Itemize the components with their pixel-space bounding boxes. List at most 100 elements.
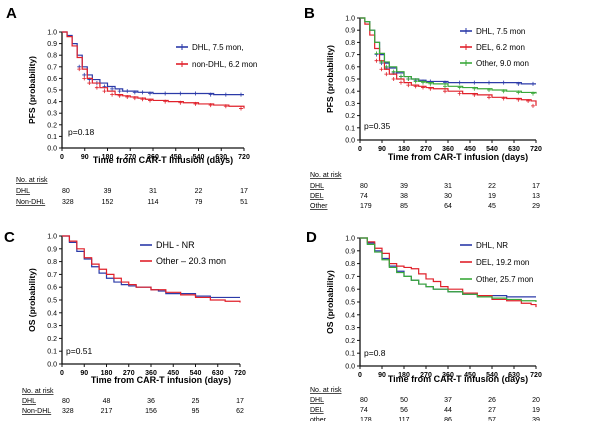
y-tick-label: 0.4	[47, 310, 57, 317]
y-tick-label: 0.9	[345, 248, 355, 255]
y-tick-label: 0.4	[47, 99, 57, 106]
risk-row-value: 179	[360, 203, 372, 210]
censor-mark-red	[82, 76, 87, 81]
censor-mark-blue	[193, 91, 198, 96]
censor-mark-blue	[82, 72, 87, 77]
risk-row-value: 85	[400, 203, 408, 210]
censor-mark-green	[443, 84, 447, 89]
censor-mark-red	[193, 101, 198, 106]
risk-row-value: 178	[360, 417, 372, 421]
risk-row-value: 56	[400, 407, 408, 414]
x-tick-label: 180	[398, 372, 410, 379]
y-tick-label: 1.0	[47, 234, 57, 241]
risk-row-value: 80	[62, 188, 70, 195]
risk-row-label: DHL	[310, 183, 324, 190]
censor-mark-red	[391, 77, 396, 81]
risk-row-label: DHL	[16, 188, 30, 195]
censor-mark-red	[516, 97, 521, 102]
legend-marker-blue	[179, 44, 185, 50]
risk-row-label: DHL	[22, 398, 36, 405]
risk-row-label: DHL	[310, 397, 324, 404]
risk-row-label: DEL	[310, 407, 324, 414]
risk-row-value: 19	[532, 407, 540, 414]
risk-row-value: 13	[532, 193, 540, 200]
x-tick-label: 720	[238, 154, 250, 161]
y-tick-label: 0.7	[345, 274, 355, 281]
censor-mark-red	[531, 103, 535, 108]
censor-mark-red	[208, 103, 213, 108]
series-line-red	[360, 17, 537, 106]
censor-mark-red	[223, 104, 228, 109]
censor-mark-blue	[501, 80, 506, 85]
censor-mark-green	[501, 89, 506, 94]
legend-entry-red: DEL, 19.2 mon	[476, 258, 529, 267]
censor-mark-red	[487, 95, 491, 100]
risk-row-value: 74	[360, 407, 368, 414]
series-line-green	[360, 237, 537, 302]
y-tick-label: 0.6	[345, 64, 355, 71]
risk-row-value: 57	[488, 417, 496, 421]
risk-table-header: No. at risk	[16, 177, 48, 184]
censor-mark-red	[526, 98, 531, 103]
censor-mark-red	[87, 81, 92, 86]
risk-row-value: 152	[102, 199, 114, 206]
y-tick-label: 0.5	[345, 300, 355, 307]
x-tick-label: 90	[80, 370, 88, 377]
legend-entry-blue: DHL - NR	[156, 240, 195, 250]
x-tick-label: 270	[123, 370, 135, 377]
censor-mark-blue	[239, 92, 243, 97]
series-line-red	[62, 235, 241, 303]
y-tick-label: 0.2	[345, 113, 355, 120]
legend-entry-blue: DHL, 7.5 mon,	[192, 43, 244, 52]
p-value: p=0.35	[364, 121, 391, 131]
x-tick-label: 450	[464, 146, 476, 153]
censor-mark-green	[487, 87, 491, 92]
risk-row-value: 17	[532, 183, 540, 190]
censor-mark-red	[132, 96, 137, 101]
y-tick-label: 0.2	[345, 338, 355, 345]
y-tick-label: 0.7	[47, 272, 57, 279]
series-line-red	[360, 237, 537, 308]
y-tick-label: 0.5	[47, 298, 57, 305]
x-tick-label: 540	[486, 372, 498, 379]
x-tick-label: 180	[398, 146, 410, 153]
censor-mark-blue	[140, 90, 145, 95]
risk-row-value: 62	[236, 408, 244, 415]
y-tick-label: 0.0	[47, 362, 57, 369]
y-tick-label: 0.1	[345, 125, 355, 132]
x-tick-label: 180	[102, 154, 114, 161]
censor-mark-blue	[125, 89, 130, 94]
legend-entry-red: non-DHL, 6.2 mon	[192, 60, 257, 69]
panel-label: C	[4, 229, 15, 246]
chart-c-svg: C 0.0 0.1 0.2 0.3 0.4 0.5 0.6 0.7 0.8 0.9 1.0 0 90 180…	[4, 229, 246, 415]
risk-row-label: Non-DHL	[22, 408, 51, 415]
x-tick-label: 540	[193, 154, 205, 161]
x-tick-label: 0	[358, 372, 362, 379]
risk-row-label: DEL	[310, 193, 324, 200]
legend-entry-blue: DHL, NR	[476, 241, 508, 250]
censor-mark-red	[413, 84, 418, 89]
risk-row-value: 80	[360, 183, 368, 190]
panel-a-km-pfs-dhl-vs-nondhl: A 0.0 0.1 0.2 0.3 0.4 0.5 0.6 0.7 0.8 0.9 1.0 0 90 180…	[0, 0, 300, 214]
censor-mark-red	[384, 72, 389, 77]
risk-row-value: 39	[104, 188, 112, 195]
censor-mark-green	[428, 81, 433, 86]
y-axis-label: PFS (probability)	[27, 56, 37, 124]
risk-table-header: No. at risk	[22, 388, 54, 395]
risk-row-value: 74	[360, 193, 368, 200]
x-tick-label: 720	[530, 372, 542, 379]
censor-mark-red	[406, 83, 411, 88]
x-tick-label: 360	[442, 146, 454, 153]
y-tick-label: 0.1	[47, 134, 57, 141]
x-axis-label: Time from CAR-T infusion (days)	[388, 374, 528, 384]
x-tick-label: 630	[508, 146, 520, 153]
censor-mark-green	[516, 90, 521, 95]
censor-mark-red	[428, 86, 433, 91]
panel-d-km-os-dhl-del-other: D 0.0 0.1 0.2 0.3 0.4 0.5 0.6 0.7 0.8 0.9 1.0 0 90 180…	[300, 214, 600, 424]
y-axis-label: PFS (probability)	[325, 45, 335, 113]
censor-mark-blue	[148, 91, 152, 96]
x-tick-label: 630	[508, 372, 520, 379]
x-tick-label: 270	[124, 154, 136, 161]
risk-row-value: 80	[62, 398, 70, 405]
x-tick-label: 720	[234, 370, 246, 377]
